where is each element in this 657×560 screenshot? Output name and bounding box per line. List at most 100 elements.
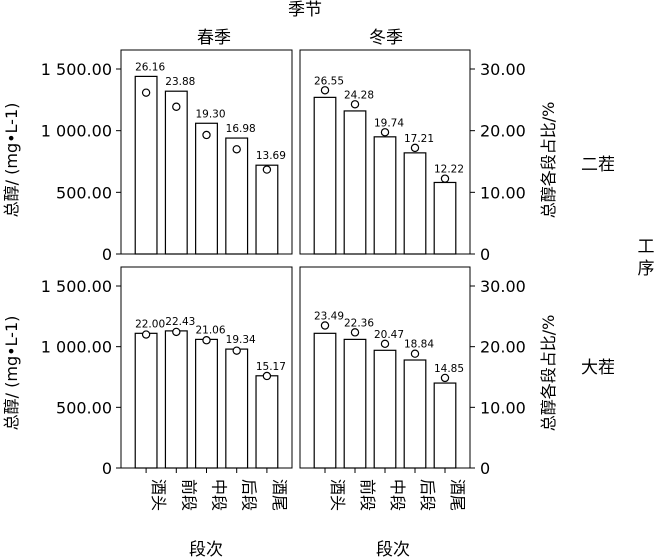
pct-marker xyxy=(141,88,151,97)
x-axis-title-spring: 段次 xyxy=(189,540,223,560)
x-tick-label: 后段 xyxy=(418,479,437,511)
pct-marker xyxy=(440,373,450,383)
y-axis-right-title-bottom: 总醇各段占比/% xyxy=(539,315,558,432)
data-label: 13.69 xyxy=(256,150,286,162)
data-label: 19.74 xyxy=(374,117,404,129)
chart-title: 季节 xyxy=(288,0,322,20)
bar xyxy=(255,375,279,469)
column-title-winter: 冬季 xyxy=(369,28,403,48)
data-label: 14.85 xyxy=(434,363,464,375)
x-tick-label: 酒尾 xyxy=(448,479,467,511)
data-label: 18.84 xyxy=(404,339,434,351)
bar xyxy=(195,338,218,469)
y-left-tick-label: 1 000.00 xyxy=(41,338,112,357)
pct-marker xyxy=(262,165,272,174)
pct-marker xyxy=(350,328,360,337)
pct-marker xyxy=(410,349,420,358)
y-left-tick-label: 500.00 xyxy=(56,183,112,202)
x-tick-label: 中段 xyxy=(388,479,407,511)
bar xyxy=(225,137,249,255)
data-label: 23.88 xyxy=(165,76,195,88)
bar xyxy=(164,330,188,469)
bar xyxy=(343,338,367,469)
facet-row-title: 工序 xyxy=(638,237,655,279)
data-label: 12.22 xyxy=(434,164,464,176)
bar xyxy=(433,181,457,255)
y-left-tick-label: 1 000.00 xyxy=(41,122,112,141)
y-left-tick-label: 500.00 xyxy=(56,398,112,417)
data-label: 19.30 xyxy=(195,108,225,120)
pct-marker xyxy=(350,100,360,109)
bar xyxy=(195,122,218,255)
pct-marker xyxy=(172,327,181,337)
x-tick-label: 酒头 xyxy=(328,479,347,511)
y-left-tick-label: 0 xyxy=(102,459,112,478)
pct-marker xyxy=(202,336,211,345)
pct-marker xyxy=(232,145,241,154)
data-label: 19.34 xyxy=(226,334,256,346)
bar xyxy=(134,332,158,469)
data-label: 23.49 xyxy=(314,310,344,322)
bar xyxy=(343,110,367,255)
pct-marker xyxy=(141,330,151,339)
data-label: 26.55 xyxy=(314,75,344,87)
y-left-tick-label: 1 500.00 xyxy=(41,60,112,79)
bar xyxy=(225,348,249,469)
pct-marker xyxy=(172,102,181,111)
x-tick-label: 后段 xyxy=(240,479,259,511)
data-label: 22.00 xyxy=(135,318,165,330)
bar xyxy=(313,96,337,255)
data-label: 21.06 xyxy=(195,324,225,336)
bar xyxy=(134,75,158,255)
x-axis-title-winter: 段次 xyxy=(376,540,410,560)
pct-marker xyxy=(232,346,241,355)
x-tick-label: 前段 xyxy=(179,479,198,511)
data-label: 26.16 xyxy=(135,61,165,73)
pct-marker xyxy=(262,371,272,381)
y-right-tick-label: 20.00 xyxy=(480,338,526,357)
plot-area: 0 500.00 1 000.00 1 500.00 0 10.00 20.00 30.00 0… xyxy=(41,49,526,511)
x-tick-label: 酒头 xyxy=(149,479,168,511)
bar xyxy=(373,349,397,469)
y-right-tick-label: 30.00 xyxy=(480,277,526,296)
row-title-erzha: 二茬 xyxy=(581,155,615,175)
data-label: 15.17 xyxy=(256,361,286,373)
data-label: 17.21 xyxy=(404,133,434,145)
y-right-tick-label: 10.00 xyxy=(480,398,526,417)
bar xyxy=(164,90,188,255)
bar xyxy=(313,332,337,469)
data-label: 22.36 xyxy=(344,317,374,329)
bar xyxy=(373,136,397,255)
y-left-tick-label: 0 xyxy=(102,245,112,264)
pct-marker xyxy=(320,321,330,330)
row-title-dazha: 大茬 xyxy=(581,358,615,378)
y-right-tick-label: 20.00 xyxy=(480,122,526,141)
data-label: 16.98 xyxy=(226,123,256,135)
pct-marker xyxy=(202,130,211,140)
pct-marker xyxy=(320,86,330,95)
bar xyxy=(255,164,279,255)
y-right-tick-label: 0 xyxy=(480,245,490,264)
pct-marker xyxy=(380,128,390,137)
pct-marker xyxy=(410,143,420,153)
data-label: 20.47 xyxy=(374,329,404,341)
x-tick-label: 前段 xyxy=(358,479,377,511)
pct-marker xyxy=(440,174,450,183)
x-tick-label: 酒尾 xyxy=(270,479,289,511)
bar xyxy=(403,359,427,469)
y-axis-left-title-top: 总醇/ (mg•L-1) xyxy=(2,103,21,218)
y-right-tick-label: 0 xyxy=(480,459,490,478)
column-title-spring: 春季 xyxy=(197,28,231,48)
y-right-tick-label: 10.00 xyxy=(480,183,526,202)
data-label: 22.43 xyxy=(165,316,195,328)
y-left-tick-label: 1 500.00 xyxy=(41,277,112,296)
y-axis-right-title-top: 总醇各段占比/% xyxy=(539,102,558,219)
x-tick-label: 中段 xyxy=(210,479,229,511)
y-right-tick-label: 30.00 xyxy=(480,60,526,79)
pct-marker xyxy=(380,339,390,349)
bar xyxy=(433,382,457,469)
y-axis-left-title-bottom: 总醇/ (mg•L-1) xyxy=(2,316,21,431)
bar xyxy=(403,152,427,255)
data-label: 24.28 xyxy=(344,89,374,101)
